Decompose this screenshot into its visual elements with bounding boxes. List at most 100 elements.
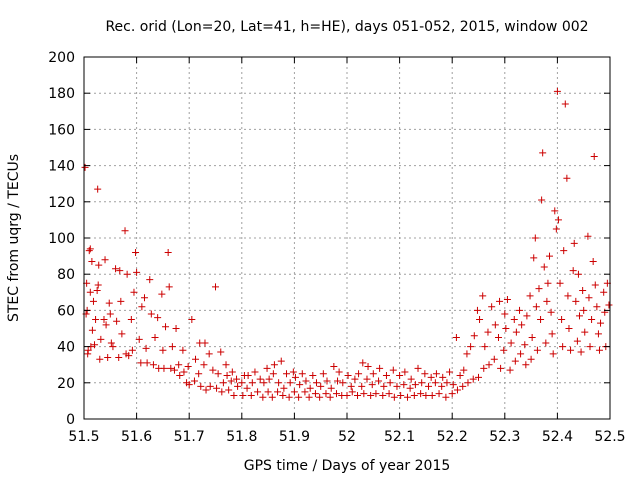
data-point [180,368,188,376]
data-point [309,372,317,380]
data-point [197,382,205,390]
data-point [382,372,390,380]
data-point [559,343,567,351]
data-point [376,364,384,372]
data-point [522,361,530,369]
data-point [400,381,408,389]
y-tick-label: 60 [57,303,75,319]
data-point [322,390,330,398]
data-point [354,391,362,399]
data-point [518,321,526,329]
data-point [449,381,457,389]
data-point [227,377,235,385]
data-point [96,355,104,363]
data-point [442,393,450,401]
data-point [184,363,192,371]
data-point [490,355,498,363]
data-point [317,382,325,390]
data-point [274,388,282,396]
data-point [414,364,422,372]
data-point [432,370,440,378]
data-point [561,100,569,108]
data-point [516,306,524,314]
data-point [188,315,196,323]
data-point [100,315,108,323]
data-point [154,314,162,322]
data-point [118,330,126,338]
data-point [591,281,599,289]
data-point [422,391,430,399]
data-point [84,350,92,358]
data-point [501,310,509,318]
data-point [247,391,255,399]
axis-ticks: 51.5 51.6 51.7 51.8 51.9 52 52.1 52.2 52.3 52.4 52… [48,50,625,445]
data-point [202,386,210,394]
data-point [201,339,209,347]
data-point [502,325,510,332]
data-point [510,315,518,323]
data-point [101,256,109,264]
data-point [334,377,342,385]
data-point [488,303,496,311]
data-point [581,328,589,336]
data-point [269,370,277,378]
data-point [589,258,597,266]
data-point [564,292,572,300]
data-point [151,334,159,342]
data-point [512,328,520,336]
y-tick-label: 180 [48,86,75,102]
data-point [439,373,447,381]
data-point [137,359,145,367]
data-point [538,196,546,204]
data-point [393,382,401,390]
data-point [105,299,113,307]
data-point [94,281,102,289]
data-point [351,375,359,383]
data-point [81,163,89,171]
data-point [368,381,376,389]
data-point [532,303,540,311]
y-tick-label: 80 [57,267,75,283]
data-point [575,312,583,320]
data-point [104,353,112,361]
x-axis-label: GPS time / Days of year 2015 [244,458,451,474]
data-point [170,366,178,374]
data-point [503,296,511,304]
data-point [206,382,214,390]
x-tick-label: 52 [338,429,356,445]
data-point [565,325,573,332]
data-point [306,384,314,392]
data-point [230,391,238,399]
data-point [577,348,585,356]
data-point [367,391,375,399]
x-tick-label: 52.2 [437,429,468,445]
data-point [233,375,241,383]
data-point [121,227,129,235]
data-point [554,216,562,224]
data-point [301,388,309,396]
data-point [302,377,310,385]
data-point [112,265,120,273]
data-point [283,370,291,378]
data-point [115,353,123,361]
data-point [533,346,541,354]
data-point [146,276,154,284]
data-point [339,379,347,387]
data-point [185,381,193,389]
data-point [452,334,460,342]
x-tick-label: 51.7 [174,429,205,445]
data-point [551,207,559,215]
data-point [379,391,387,399]
data-point [214,370,222,378]
data-point [179,346,187,354]
data-point [140,294,148,302]
data-point [574,270,582,278]
data-point [363,375,371,383]
data-point [327,384,335,392]
data-point [605,301,613,309]
data-point [123,270,131,278]
data-point [254,388,262,396]
data-point [569,267,577,275]
data-point [319,370,327,378]
